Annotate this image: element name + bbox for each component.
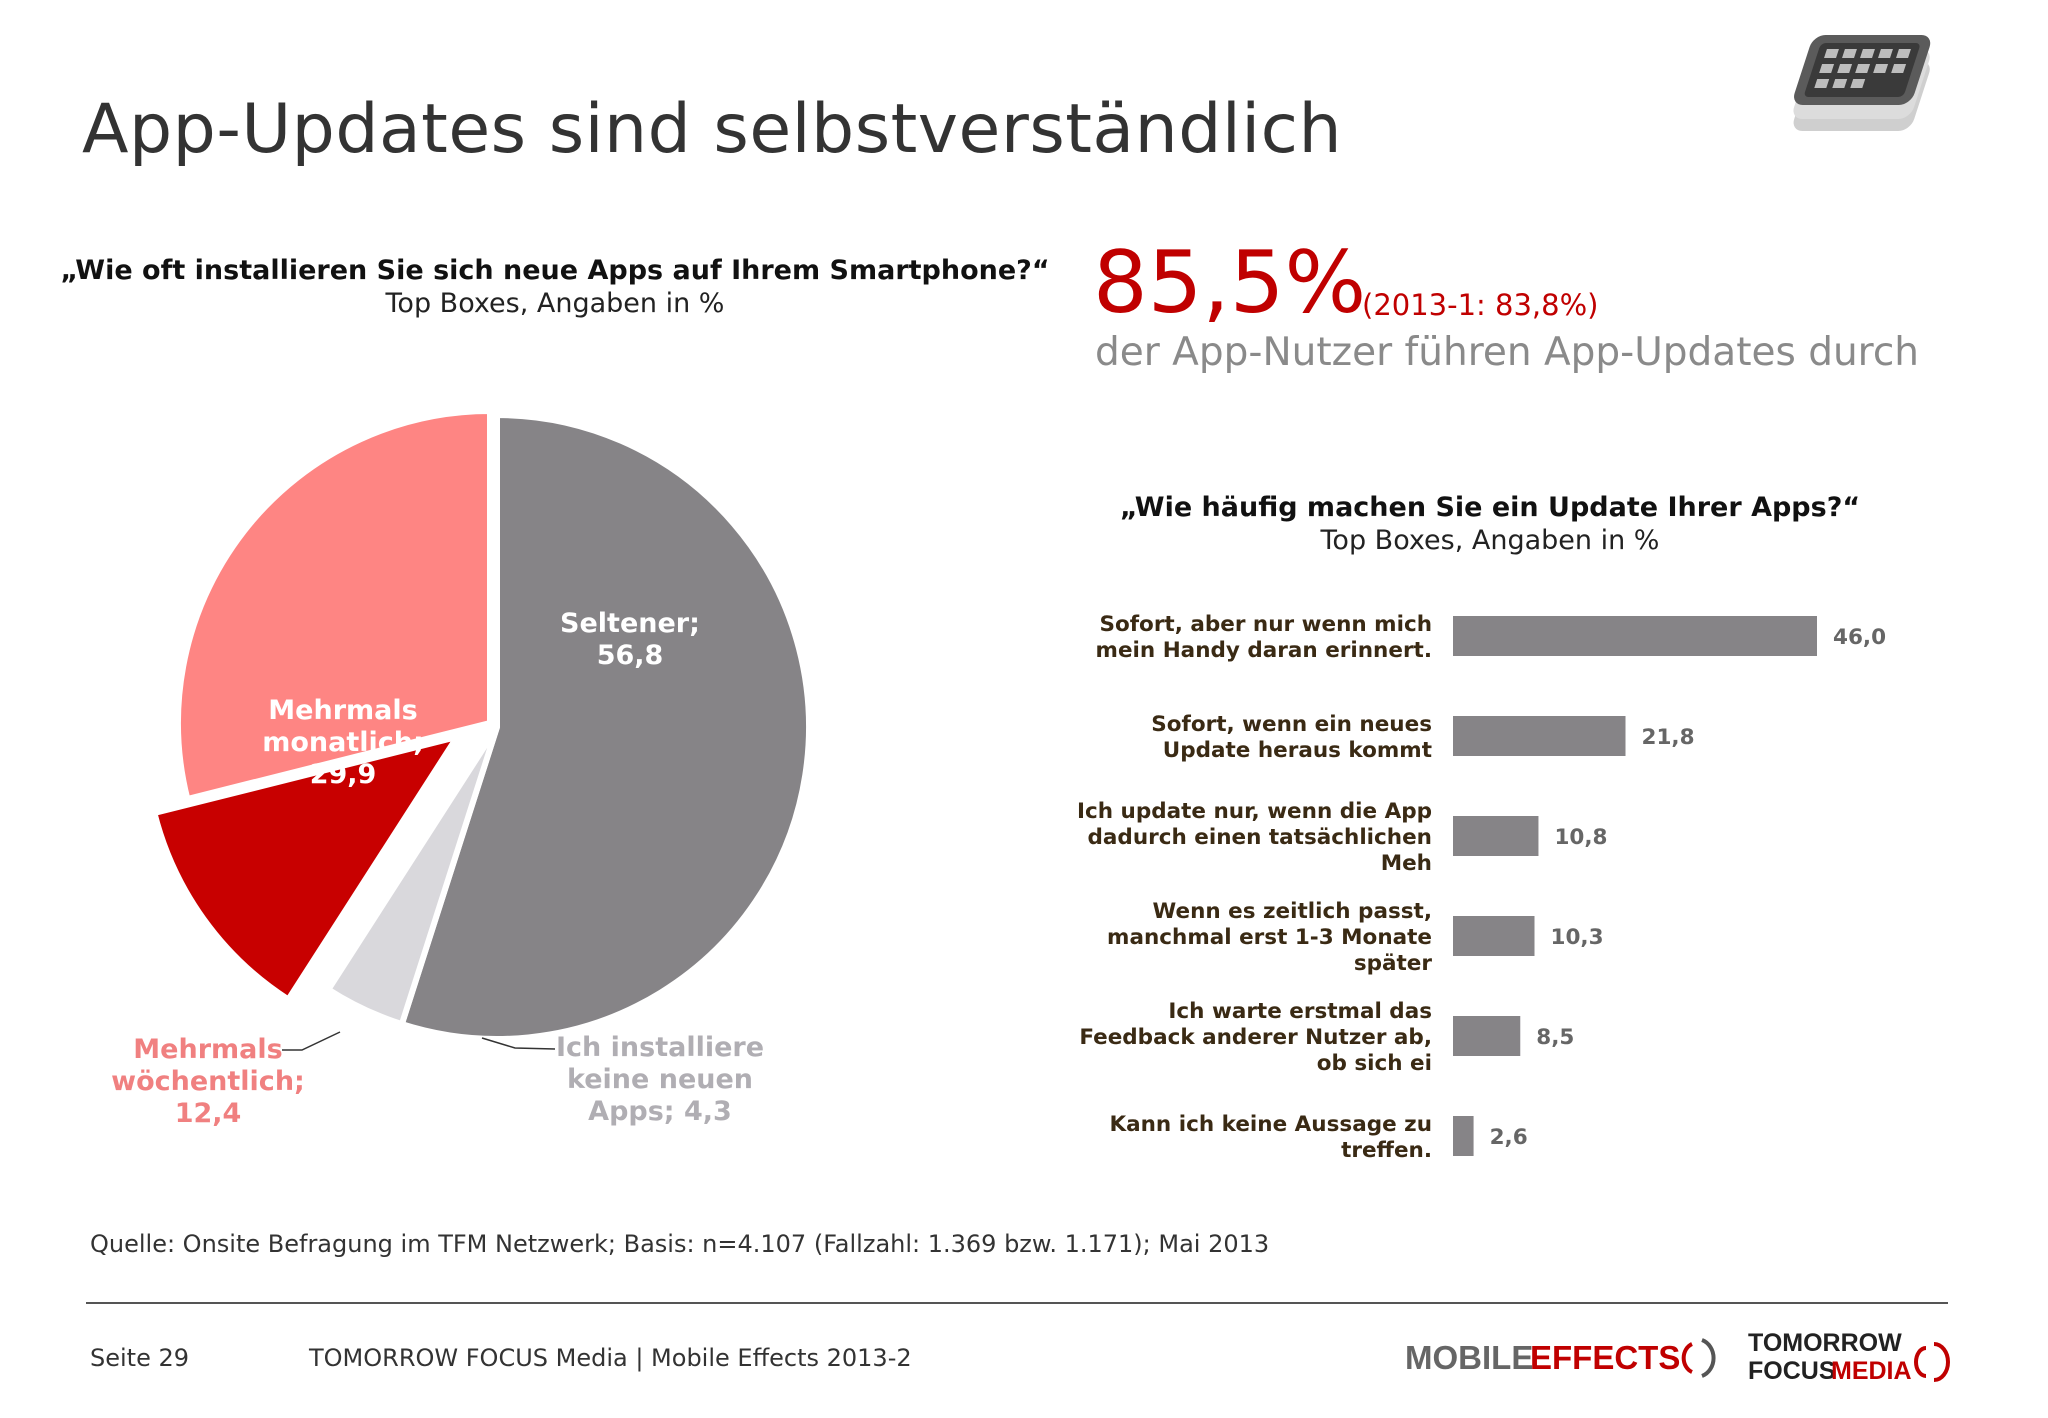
source-note: Quelle: Onsite Befragung im TFM Netzwerk… <box>90 1230 1270 1258</box>
footer-text: TOMORROW FOCUS Media | Mobile Effects 20… <box>309 1344 912 1372</box>
bar-value-label: 10,8 <box>1554 825 1607 850</box>
bar-category-label-line: manchmal erst 1-3 Monate <box>1107 925 1432 950</box>
bar-question-subtitle: Top Boxes, Angaben in % <box>1320 525 1660 556</box>
bar <box>1453 916 1535 956</box>
pie-slice <box>324 725 500 1028</box>
pie-slice <box>398 411 812 1042</box>
mobile-effects-logo: MOBILE EFFECTS <box>1405 1338 1716 1378</box>
pie-question-title: „Wie oft installieren Sie sich neue Apps… <box>60 255 1050 286</box>
bar-category-label: Sofort, wenn ein neues Update heraus komm… <box>1060 712 1432 764</box>
logo-arc-right <box>1701 1338 1716 1378</box>
bar-category-label-line: dadurch einen tatsächlichen <box>1087 825 1432 850</box>
bar-category-label-line: Sofort, aber nur wenn mich <box>1099 612 1432 637</box>
bar-category-label: Kann ich keine Aussage zu treffen. <box>1060 1112 1432 1164</box>
bar-category-label-line: Sofort, wenn ein neues <box>1151 712 1432 737</box>
bar-category-label-line: treffen. <box>1341 1138 1432 1163</box>
kpi-description: der App-Nutzer führen App-Updates durch <box>1095 330 1920 375</box>
bar-category-label-line: Meh <box>1380 851 1432 876</box>
tomorrow-focus-media-logo: TOMORROW FOCUS MEDIA <box>1748 1329 1950 1385</box>
pie-slice-label: Mehrmals wöchentlich; 12,4 <box>111 1034 305 1129</box>
bar-category-label-line: Ich warte erstmal das <box>1168 999 1432 1024</box>
bar-question-title: „Wie häufig machen Sie ein Update Ihrer … <box>1119 492 1861 523</box>
bar-category-label: Ich update nur, wenn die App dadurch eine… <box>1060 799 1432 877</box>
pie-leader-line <box>282 1031 341 1051</box>
logo-arc-left <box>1681 1342 1693 1374</box>
bar-value-label: 10,3 <box>1551 925 1604 950</box>
bar-category-label-line: Kann ich keine Aussage zu <box>1109 1112 1432 1137</box>
pie-slice-label: Ich installiere keine neuen Apps; 4,3 <box>556 1032 764 1127</box>
bar-category-label-line: Wenn es zeitlich passt, <box>1152 899 1432 924</box>
pie-slice <box>150 732 464 1004</box>
logo-mobile-text: MOBILE <box>1405 1339 1533 1376</box>
bar-value-label: 2,6 <box>1490 1125 1528 1150</box>
bar-category-label-line: Update heraus kommt <box>1162 738 1432 763</box>
bar-category-label-line: Feedback anderer Nutzer ab, <box>1079 1025 1432 1050</box>
kpi-compare: (2013-1: 83,8%) <box>1362 288 1599 322</box>
logo-tomorrow-text: TOMORROW <box>1748 1329 1902 1357</box>
bar-category-label: Wenn es zeitlich passt, manchmal erst 1-3… <box>1060 899 1432 977</box>
bar <box>1453 1116 1474 1156</box>
bar-category-label-line: Ich update nur, wenn die App <box>1077 799 1432 824</box>
pie-leader-line <box>481 1037 556 1050</box>
bar <box>1453 1016 1521 1056</box>
logo-media-text: MEDIA <box>1831 1357 1912 1385</box>
bar-category-label-line: ob sich ei <box>1316 1051 1432 1076</box>
bar <box>1453 616 1817 656</box>
logo-focus-text: FOCUS <box>1748 1357 1836 1385</box>
logo-effects-text: EFFECTS <box>1530 1339 1680 1376</box>
kpi-value: 85,5% <box>1093 233 1367 333</box>
bar-category-label: Ich warte erstmal das Feedback anderer Nu… <box>1060 999 1432 1077</box>
bar-chart: 46,0 21,8 10,8 10,3 8,5 2,6 <box>1453 616 1886 1156</box>
pie-slice-label: Seltener; 56,8 <box>560 608 700 671</box>
bar-category-label: Sofort, aber nur wenn mich mein Handy dar… <box>1060 612 1432 664</box>
smartphone-stack-icon <box>1793 35 1931 131</box>
pie-question: „Wie oft installieren Sie sich neue Apps… <box>60 255 1050 319</box>
bar-question: „Wie häufig machen Sie ein Update Ihrer … <box>1080 492 1900 556</box>
pie-slice <box>175 407 493 803</box>
bar-value-label: 46,0 <box>1833 625 1886 650</box>
bar <box>1453 716 1626 756</box>
page-title: App-Updates sind selbstverständlich <box>82 90 1343 169</box>
pie-question-subtitle: Top Boxes, Angaben in % <box>385 288 725 319</box>
bar-category-label-line: später <box>1353 951 1432 976</box>
bar-category-label-line: mein Handy daran erinnert. <box>1095 638 1432 663</box>
bar-value-label: 8,5 <box>1536 1025 1574 1050</box>
footer-divider <box>86 1302 1948 1304</box>
bar-value-label: 21,8 <box>1642 725 1695 750</box>
pie-chart: Seltener; 56,8 Ich installiere keine neuen A… <box>111 407 812 1129</box>
bar <box>1453 816 1539 856</box>
footer-page-number: Seite 29 <box>90 1344 190 1372</box>
pie-slice-label: Mehrmals monatlich; 29,9 <box>262 695 424 790</box>
